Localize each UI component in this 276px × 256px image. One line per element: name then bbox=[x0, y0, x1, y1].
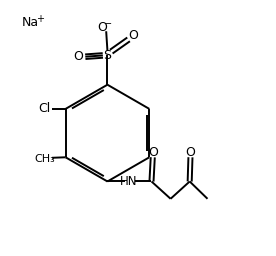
Text: O: O bbox=[148, 146, 158, 159]
Text: O: O bbox=[129, 29, 139, 41]
Text: O: O bbox=[97, 22, 107, 35]
Text: O: O bbox=[74, 50, 84, 63]
Text: −: − bbox=[104, 19, 112, 29]
Text: Na: Na bbox=[22, 16, 39, 29]
Text: +: + bbox=[36, 14, 44, 24]
Text: Cl: Cl bbox=[38, 102, 50, 115]
Text: HN: HN bbox=[120, 175, 138, 188]
Text: S: S bbox=[104, 49, 112, 62]
Text: O: O bbox=[185, 146, 195, 159]
Text: CH₃: CH₃ bbox=[35, 154, 55, 164]
